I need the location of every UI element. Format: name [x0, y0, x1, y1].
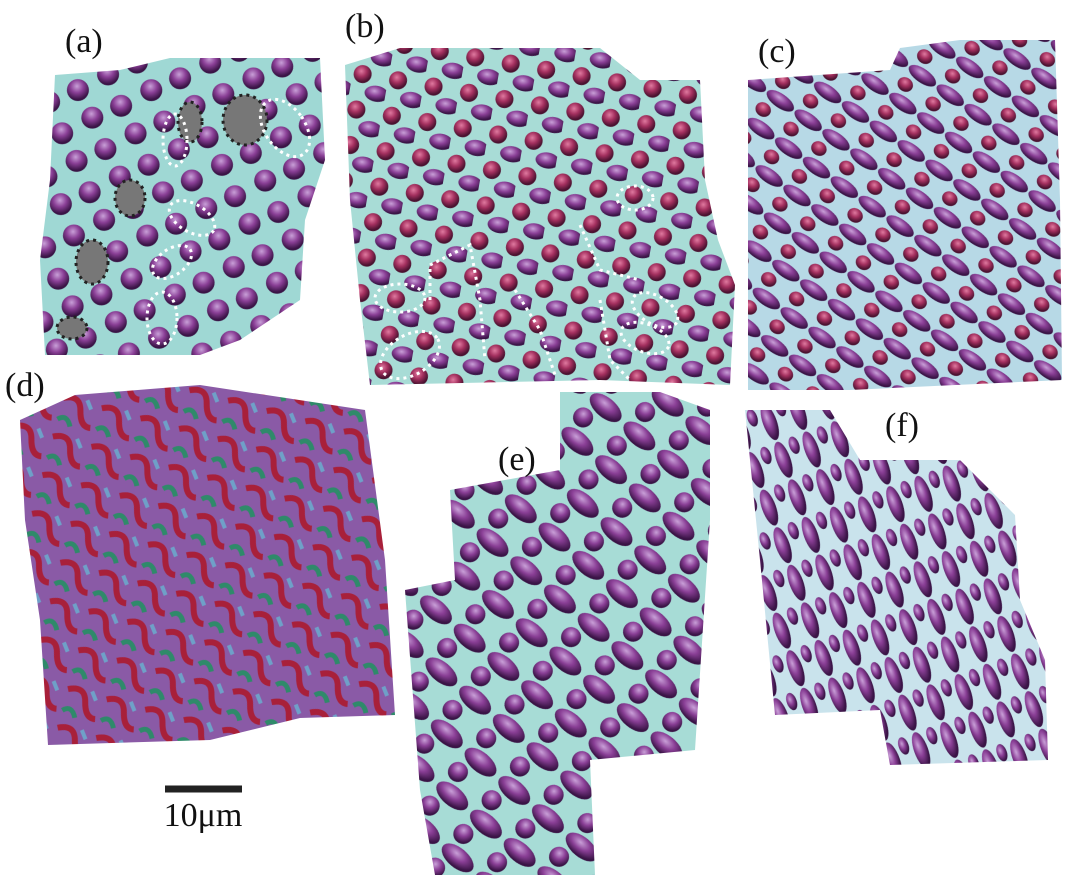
- panel-label: (f): [885, 407, 919, 444]
- panel-label: (e): [498, 441, 536, 478]
- panel-image-a: [40, 58, 325, 355]
- panel-image-f: [745, 410, 1048, 765]
- panel-label: (c): [758, 33, 796, 70]
- panel-image-c: [748, 40, 1062, 390]
- panel-label: (b): [345, 8, 385, 45]
- figure: (a) (b) (c) (d) (e) (f) 10μm: [0, 0, 1072, 877]
- panel-image-d: [20, 385, 395, 745]
- panel-image-e: [405, 392, 710, 875]
- panel-label: (a): [65, 23, 103, 60]
- panel-label: (d): [5, 367, 45, 404]
- scale-bar-label: 10μm: [164, 797, 243, 834]
